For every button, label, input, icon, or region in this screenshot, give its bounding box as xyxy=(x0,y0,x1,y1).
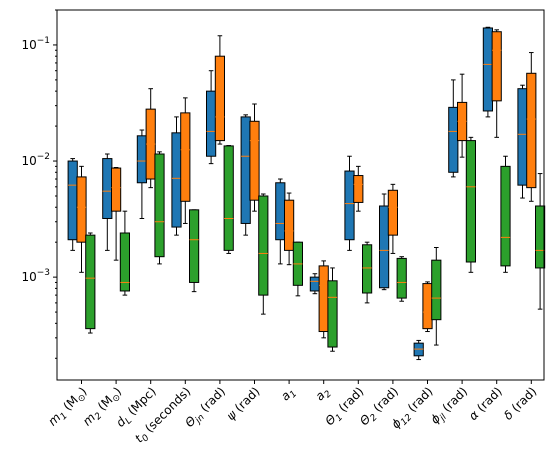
box-1-2 xyxy=(102,153,113,251)
box-2-3 xyxy=(145,88,156,189)
box-1-8 xyxy=(309,273,320,295)
x-tick-label: α (rad) xyxy=(466,384,505,423)
box-body xyxy=(214,55,226,142)
box-body xyxy=(379,205,390,289)
box-3-6 xyxy=(258,193,269,315)
box-body xyxy=(85,234,96,330)
box-body xyxy=(309,276,320,292)
box-3-4 xyxy=(189,209,200,293)
box-1-10 xyxy=(379,193,390,291)
box-1-13 xyxy=(482,26,493,118)
box-body xyxy=(240,116,251,224)
box-3-7 xyxy=(292,241,303,297)
box-body xyxy=(249,120,260,201)
box-2-5 xyxy=(214,35,226,145)
box-body xyxy=(396,257,407,299)
box-1-14 xyxy=(517,84,528,199)
box-1-6 xyxy=(240,114,251,236)
box-body xyxy=(344,170,355,241)
box-2-9 xyxy=(353,165,364,212)
box-2-8 xyxy=(318,260,329,339)
box-2-6 xyxy=(249,103,260,212)
x-axis: m1 (M⊙)m2 (M⊙)dL (Mpc)t0 (seconds)Θjn (r… xyxy=(45,380,539,446)
x-tick-label: m1 (M⊙) xyxy=(45,384,91,430)
box-body xyxy=(258,195,269,296)
x-tick-label: a1 xyxy=(278,384,299,405)
box-3-13 xyxy=(500,155,511,273)
box-body xyxy=(154,153,165,258)
box-body xyxy=(67,160,78,241)
box-3-2 xyxy=(119,210,131,296)
box-2-14 xyxy=(526,52,537,202)
box-1-11 xyxy=(413,339,424,361)
y-tick-label: 10−3 xyxy=(21,268,50,284)
box-2-2 xyxy=(111,166,122,261)
box-2-13 xyxy=(491,29,502,138)
box-body xyxy=(387,189,398,236)
box-2-1 xyxy=(76,165,87,273)
box-2-12 xyxy=(457,73,468,158)
box-1-3 xyxy=(136,129,148,219)
box-body xyxy=(102,158,113,219)
box-2-10 xyxy=(387,183,398,254)
box-body xyxy=(206,90,217,157)
box-body xyxy=(189,209,200,283)
y-tick-label: 10−1 xyxy=(21,36,50,52)
box-body xyxy=(448,106,459,173)
box-body xyxy=(431,259,442,321)
box-1-4 xyxy=(171,116,182,236)
box-body xyxy=(76,176,87,243)
box-3-5 xyxy=(223,145,234,254)
axes-frame xyxy=(56,9,545,381)
box-3-1 xyxy=(85,232,96,334)
box-body xyxy=(171,132,182,228)
box-3-9 xyxy=(362,241,373,304)
box-2-11 xyxy=(422,281,433,333)
x-tick-label: ϕjl (rad) xyxy=(428,384,473,429)
x-tick-label: δ (rad) xyxy=(501,384,539,422)
box-body xyxy=(180,112,191,202)
box-body xyxy=(465,140,476,263)
box-body xyxy=(491,31,502,102)
box-3-3 xyxy=(154,151,165,265)
box-2-4 xyxy=(180,97,191,224)
box-body xyxy=(119,232,131,292)
y-tick-label: 10−2 xyxy=(21,152,50,168)
box-body xyxy=(353,175,364,203)
series-1 xyxy=(67,26,528,361)
box-3-11 xyxy=(431,246,442,346)
box-1-5 xyxy=(206,70,217,165)
series-3 xyxy=(85,136,546,352)
x-tick-label: ψ (rad) xyxy=(224,384,263,423)
box-body xyxy=(136,135,148,184)
box-body xyxy=(422,283,433,330)
box-body xyxy=(275,182,286,241)
box-body xyxy=(517,88,528,186)
box-3-10 xyxy=(396,256,407,302)
box-1-7 xyxy=(275,178,286,265)
x-tick-label: a2 xyxy=(313,384,334,405)
box-3-8 xyxy=(327,267,338,352)
box-body xyxy=(223,145,234,251)
box-1-12 xyxy=(448,79,459,178)
box-body xyxy=(284,199,295,251)
box-1-9 xyxy=(344,155,355,251)
box-body xyxy=(482,27,493,112)
box-3-14 xyxy=(535,173,546,310)
box-body xyxy=(362,244,373,294)
box-body xyxy=(327,280,338,348)
box-2-7 xyxy=(284,192,295,266)
box-groups xyxy=(67,26,546,361)
box-body xyxy=(111,167,122,212)
y-axis: 10−3 10−2 10−1 xyxy=(21,9,57,359)
box-body xyxy=(526,72,537,189)
box-body xyxy=(535,205,546,269)
box-body xyxy=(500,165,511,267)
box-3-12 xyxy=(465,136,476,273)
box-body xyxy=(318,265,329,333)
box-1-1 xyxy=(67,158,78,251)
